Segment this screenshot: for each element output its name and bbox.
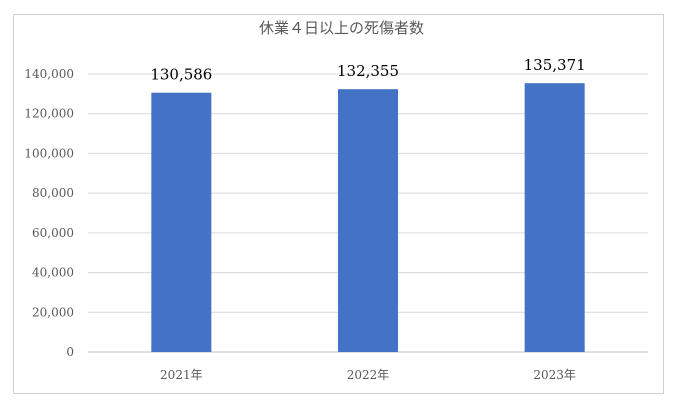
y-tick-label: 40,000 xyxy=(32,266,74,280)
y-tick-label: 140,000 xyxy=(24,67,74,81)
bar xyxy=(338,89,398,352)
y-tick-label: 60,000 xyxy=(32,226,74,240)
x-axis-ticks: 2021年 2022年 2023年 xyxy=(160,368,576,382)
y-tick-label: 120,000 xyxy=(24,107,74,121)
y-tick-label: 0 xyxy=(66,345,74,359)
x-tick-label: 2023年 xyxy=(533,368,576,382)
bar xyxy=(524,83,585,353)
bar xyxy=(151,92,212,352)
bars xyxy=(151,83,585,353)
data-label: 130,586 xyxy=(150,66,212,84)
data-labels: 130,586 132,355 135,371 xyxy=(150,56,585,84)
y-axis-ticks: 0 20,000 40,000 60,000 80,000 100,000 120,000 1… xyxy=(24,67,74,359)
data-label: 135,371 xyxy=(524,56,586,74)
y-tick-label: 20,000 xyxy=(32,305,74,319)
x-tick-label: 2021年 xyxy=(160,368,203,382)
data-label: 132,355 xyxy=(337,62,399,80)
y-tick-label: 80,000 xyxy=(32,186,74,200)
y-tick-label: 100,000 xyxy=(24,146,74,160)
chart-title: 休業４日以上の死傷者数 xyxy=(258,19,424,37)
x-tick-label: 2022年 xyxy=(347,368,390,382)
